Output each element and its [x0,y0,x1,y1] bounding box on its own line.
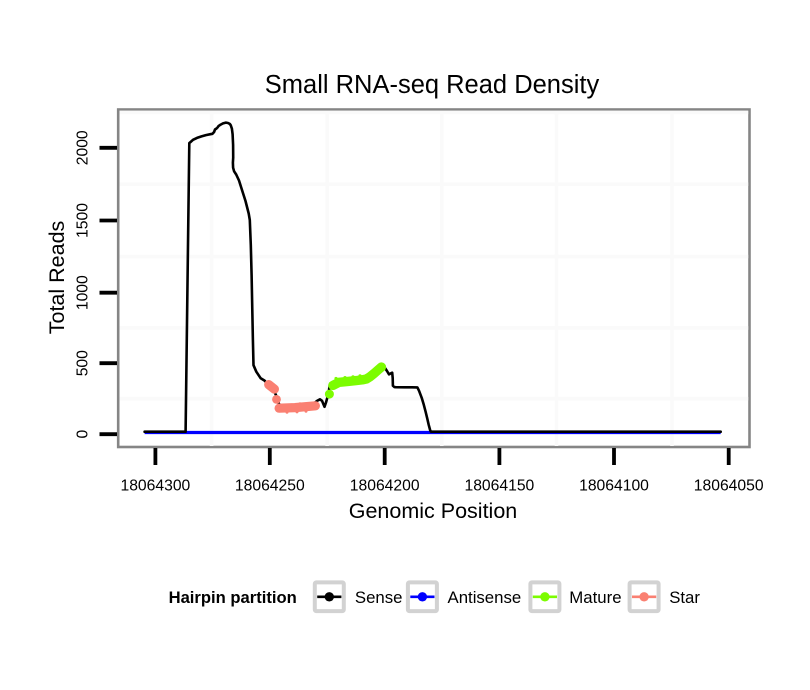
svg-text:Small RNA-seq Read Density: Small RNA-seq Read Density [265,71,600,99]
svg-text:Antisense: Antisense [448,588,522,607]
svg-text:Sense: Sense [355,588,403,607]
svg-text:1000: 1000 [75,275,92,310]
svg-text:18064150: 18064150 [464,478,534,495]
svg-text:1500: 1500 [75,203,92,238]
svg-text:Star: Star [669,588,700,607]
svg-text:18064300: 18064300 [120,478,190,495]
svg-text:Mature: Mature [569,588,621,607]
svg-text:18064050: 18064050 [694,478,764,495]
svg-text:2000: 2000 [75,130,92,165]
svg-text:18064100: 18064100 [579,478,649,495]
svg-text:Genomic Position: Genomic Position [349,499,518,523]
svg-text:0: 0 [75,430,92,439]
svg-text:18064250: 18064250 [235,478,305,495]
svg-text:500: 500 [75,350,92,376]
svg-text:Total Reads: Total Reads [45,221,69,335]
svg-text:Hairpin partition: Hairpin partition [169,588,297,607]
svg-text:18064200: 18064200 [350,478,420,495]
